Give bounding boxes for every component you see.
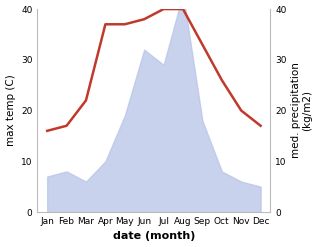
Y-axis label: med. precipitation
(kg/m2): med. precipitation (kg/m2) <box>291 62 313 159</box>
Y-axis label: max temp (C): max temp (C) <box>5 75 16 146</box>
X-axis label: date (month): date (month) <box>113 231 195 242</box>
